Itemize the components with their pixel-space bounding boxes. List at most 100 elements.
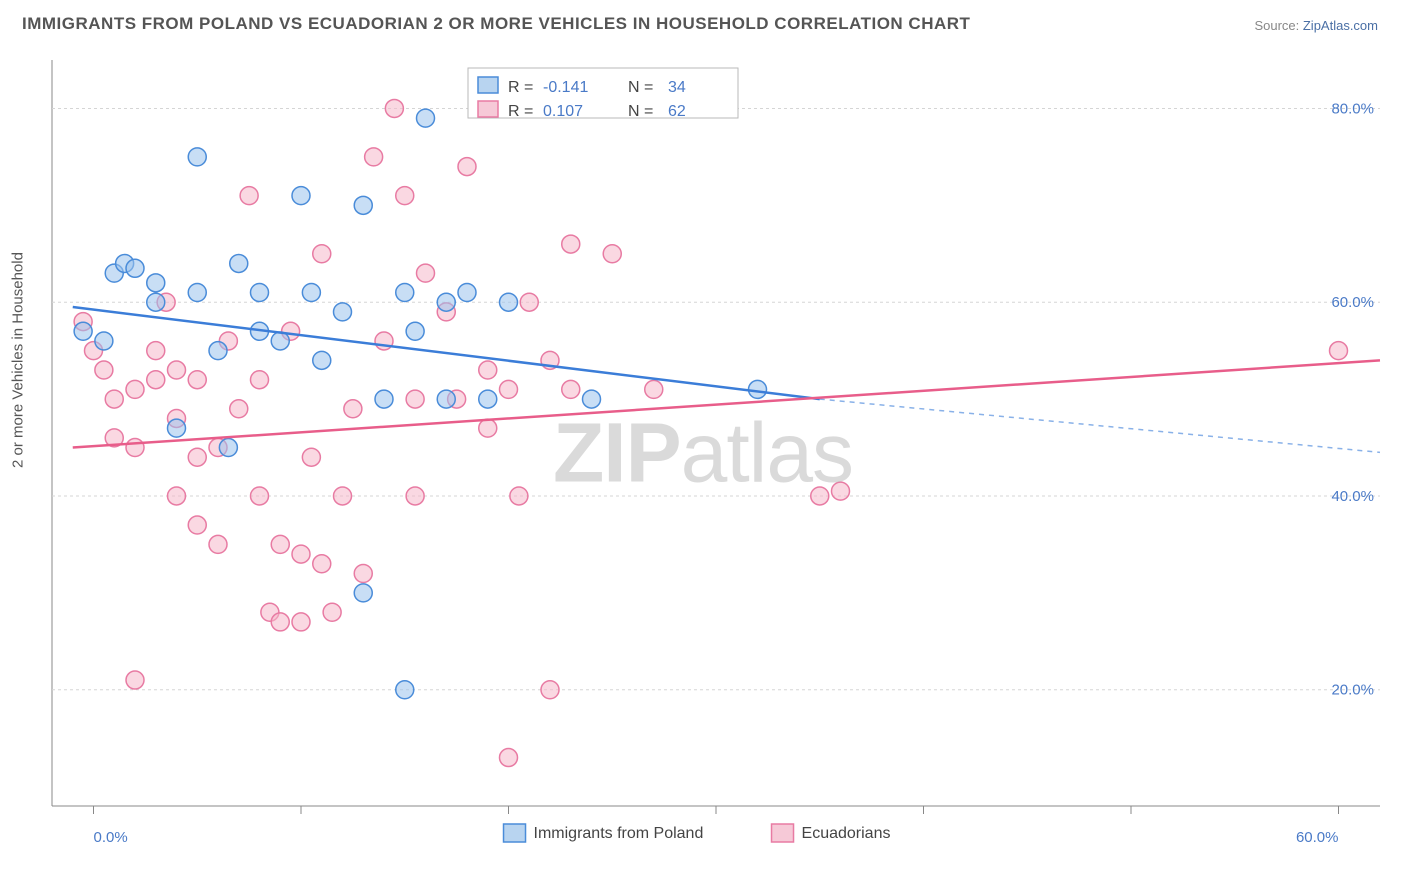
data-point-pink <box>645 380 663 398</box>
legend-top-text: N = <box>628 103 653 120</box>
chart-title: IMMIGRANTS FROM POLAND VS ECUADORIAN 2 O… <box>22 14 970 34</box>
legend-top-text: R = <box>508 79 533 96</box>
data-point-blue <box>417 109 435 127</box>
data-point-pink <box>230 400 248 418</box>
data-point-pink <box>147 342 165 360</box>
data-point-pink <box>500 749 518 767</box>
source-prefix: Source: <box>1254 18 1302 33</box>
legend-label: Ecuadorians <box>802 825 891 842</box>
legend-top-text: N = <box>628 79 653 96</box>
legend-top-text: -0.141 <box>543 79 588 96</box>
data-point-blue <box>334 303 352 321</box>
data-point-pink <box>126 671 144 689</box>
data-point-pink <box>811 487 829 505</box>
legend-top: R =-0.141N =34R = 0.107N =62 <box>468 68 738 120</box>
legend-top-text: R = <box>508 103 533 120</box>
data-point-pink <box>385 99 403 117</box>
data-point-pink <box>396 187 414 205</box>
data-point-blue <box>168 419 186 437</box>
data-point-pink <box>354 564 372 582</box>
data-point-pink <box>271 613 289 631</box>
data-point-blue <box>396 681 414 699</box>
data-point-pink <box>302 448 320 466</box>
y-tick-label: 60.0% <box>1331 294 1374 311</box>
data-point-pink <box>458 158 476 176</box>
data-point-blue <box>458 284 476 302</box>
y-tick-label: 20.0% <box>1331 682 1374 699</box>
data-point-pink <box>500 380 518 398</box>
data-point-pink <box>126 380 144 398</box>
data-point-pink <box>209 535 227 553</box>
data-point-pink <box>417 264 435 282</box>
source-attribution: Source: ZipAtlas.com <box>1254 18 1378 33</box>
data-point-pink <box>510 487 528 505</box>
x-tick-label: 60.0% <box>1296 829 1339 846</box>
data-point-pink <box>520 293 538 311</box>
legend-top-text: 62 <box>668 103 686 120</box>
data-point-blue <box>313 351 331 369</box>
data-point-pink <box>126 439 144 457</box>
legend-swatch-blue <box>504 824 526 842</box>
data-point-pink <box>95 361 113 379</box>
data-point-pink <box>240 187 258 205</box>
data-point-pink <box>168 361 186 379</box>
data-point-blue <box>188 148 206 166</box>
data-point-blue <box>126 259 144 277</box>
data-point-pink <box>365 148 383 166</box>
y-axis-label: 2 or more Vehicles in Household <box>10 252 27 468</box>
data-point-pink <box>188 448 206 466</box>
data-point-pink <box>292 545 310 563</box>
data-point-blue <box>219 439 237 457</box>
data-point-pink <box>251 487 269 505</box>
data-point-pink <box>479 361 497 379</box>
scatter-plot: 20.0%40.0%60.0%80.0%0.0%60.0%R =-0.141N … <box>0 48 1406 892</box>
data-point-pink <box>406 487 424 505</box>
data-point-pink <box>603 245 621 263</box>
data-point-blue <box>479 390 497 408</box>
data-point-pink <box>479 419 497 437</box>
data-point-pink <box>188 371 206 389</box>
data-point-blue <box>147 293 165 311</box>
trendline-pink <box>73 360 1380 447</box>
data-point-blue <box>147 274 165 292</box>
data-point-pink <box>832 482 850 500</box>
data-point-blue <box>396 284 414 302</box>
data-point-pink <box>313 555 331 573</box>
data-point-blue <box>271 332 289 350</box>
data-point-blue <box>209 342 227 360</box>
legend-top-text: 0.107 <box>543 103 583 120</box>
data-point-pink <box>344 400 362 418</box>
legend-swatch-pink <box>772 824 794 842</box>
data-point-pink <box>334 487 352 505</box>
y-tick-label: 40.0% <box>1331 488 1374 505</box>
data-point-pink <box>271 535 289 553</box>
data-point-blue <box>500 293 518 311</box>
data-point-blue <box>95 332 113 350</box>
source-link[interactable]: ZipAtlas.com <box>1303 18 1378 33</box>
legend-label: Immigrants from Poland <box>534 825 704 842</box>
data-point-pink <box>406 390 424 408</box>
data-point-blue <box>292 187 310 205</box>
data-point-blue <box>251 284 269 302</box>
data-point-pink <box>251 371 269 389</box>
data-point-pink <box>292 613 310 631</box>
data-point-blue <box>583 390 601 408</box>
trendline-blue-extrapolated <box>820 399 1380 452</box>
data-point-pink <box>105 390 123 408</box>
data-point-pink <box>168 487 186 505</box>
data-point-pink <box>147 371 165 389</box>
data-point-blue <box>74 322 92 340</box>
data-point-blue <box>437 390 455 408</box>
data-point-pink <box>313 245 331 263</box>
data-point-pink <box>562 235 580 253</box>
data-point-pink <box>188 516 206 534</box>
data-point-pink <box>562 380 580 398</box>
data-point-pink <box>323 603 341 621</box>
data-point-pink <box>1330 342 1348 360</box>
data-point-blue <box>354 584 372 602</box>
legend-swatch-blue <box>478 77 498 93</box>
data-point-pink <box>541 681 559 699</box>
y-tick-label: 80.0% <box>1331 100 1374 117</box>
chart-container: 2 or more Vehicles in Household 20.0% 40.… <box>0 48 1406 892</box>
data-point-blue <box>302 284 320 302</box>
